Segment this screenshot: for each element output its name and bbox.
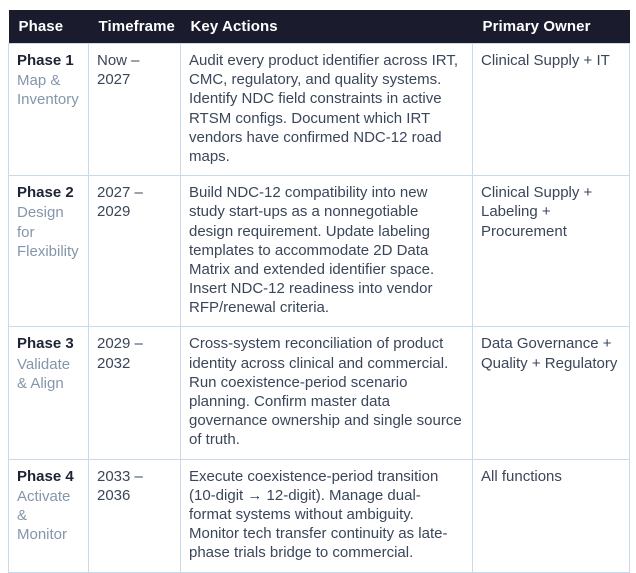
phase-subtitle: Design for Flexibility [17,204,79,260]
table-body: Phase 1 Map & Inventory Now – 2027 Audit… [8,42,630,573]
phase-subtitle: Map & Inventory [17,72,79,109]
phase-title: Phase 3 [17,335,74,353]
header-row: Phase Timeframe Key Actions Primary Owne… [8,10,630,44]
column-header-key-actions: Key Actions [180,10,473,44]
phase-cell: Phase 2 Design for Flexibility [8,175,89,328]
column-header-timeframe: Timeframe [88,10,181,44]
key-actions-cell: Audit every product identifier across IR… [180,42,473,177]
roadmap-table: Phase Timeframe Key Actions Primary Owne… [8,10,630,573]
table-row-phase-1: Phase 1 Map & Inventory Now – 2027 Audit… [8,42,630,177]
primary-owner-cell: Data Governance + Quality + Regulatory [472,326,630,460]
phase-cell: Phase 3 Validate & Align [8,326,89,460]
page: Phase Timeframe Key Actions Primary Owne… [8,10,630,573]
phase-subtitle: Activate & Monitor [17,487,71,544]
timeframe-cell: Now – 2027 [88,42,181,177]
primary-owner-cell: Clinical Supply + Labeling + Procurement [472,175,630,328]
primary-owner-cell: All functions [472,458,630,573]
column-header-primary-owner: Primary Owner [472,10,630,44]
phase-title: Phase 2 [17,184,74,202]
table-row-phase-3: Phase 3 Validate & Align 2029 – 2032 Cro… [8,326,630,460]
table-header: Phase Timeframe Key Actions Primary Owne… [8,10,630,44]
key-actions-cell: Build NDC-12 compatibility into new stud… [180,175,473,328]
phase-title: Phase 1 [17,52,74,69]
table-row-phase-2: Phase 2 Design for Flexibility 2027 – 20… [8,175,630,328]
phase-cell: Phase 1 Map & Inventory [8,42,89,177]
phase-subtitle: Validate & Align [17,355,71,392]
timeframe-cell: 2033 – 2036 [88,458,181,573]
timeframe-cell: 2027 – 2029 [88,175,181,328]
phase-title: Phase 4 [17,467,74,485]
phase-cell: Phase 4 Activate & Monitor [8,458,89,573]
column-header-phase: Phase [8,10,89,44]
key-actions-cell: Execute coexistence-period transition (1… [180,458,473,573]
timeframe-cell: 2029 – 2032 [88,326,181,460]
primary-owner-cell: Clinical Supply + IT [472,42,630,177]
table-row-phase-4: Phase 4 Activate & Monitor 2033 – 2036 E… [8,458,630,573]
key-actions-cell: Cross-system reconciliation of product i… [180,326,473,460]
